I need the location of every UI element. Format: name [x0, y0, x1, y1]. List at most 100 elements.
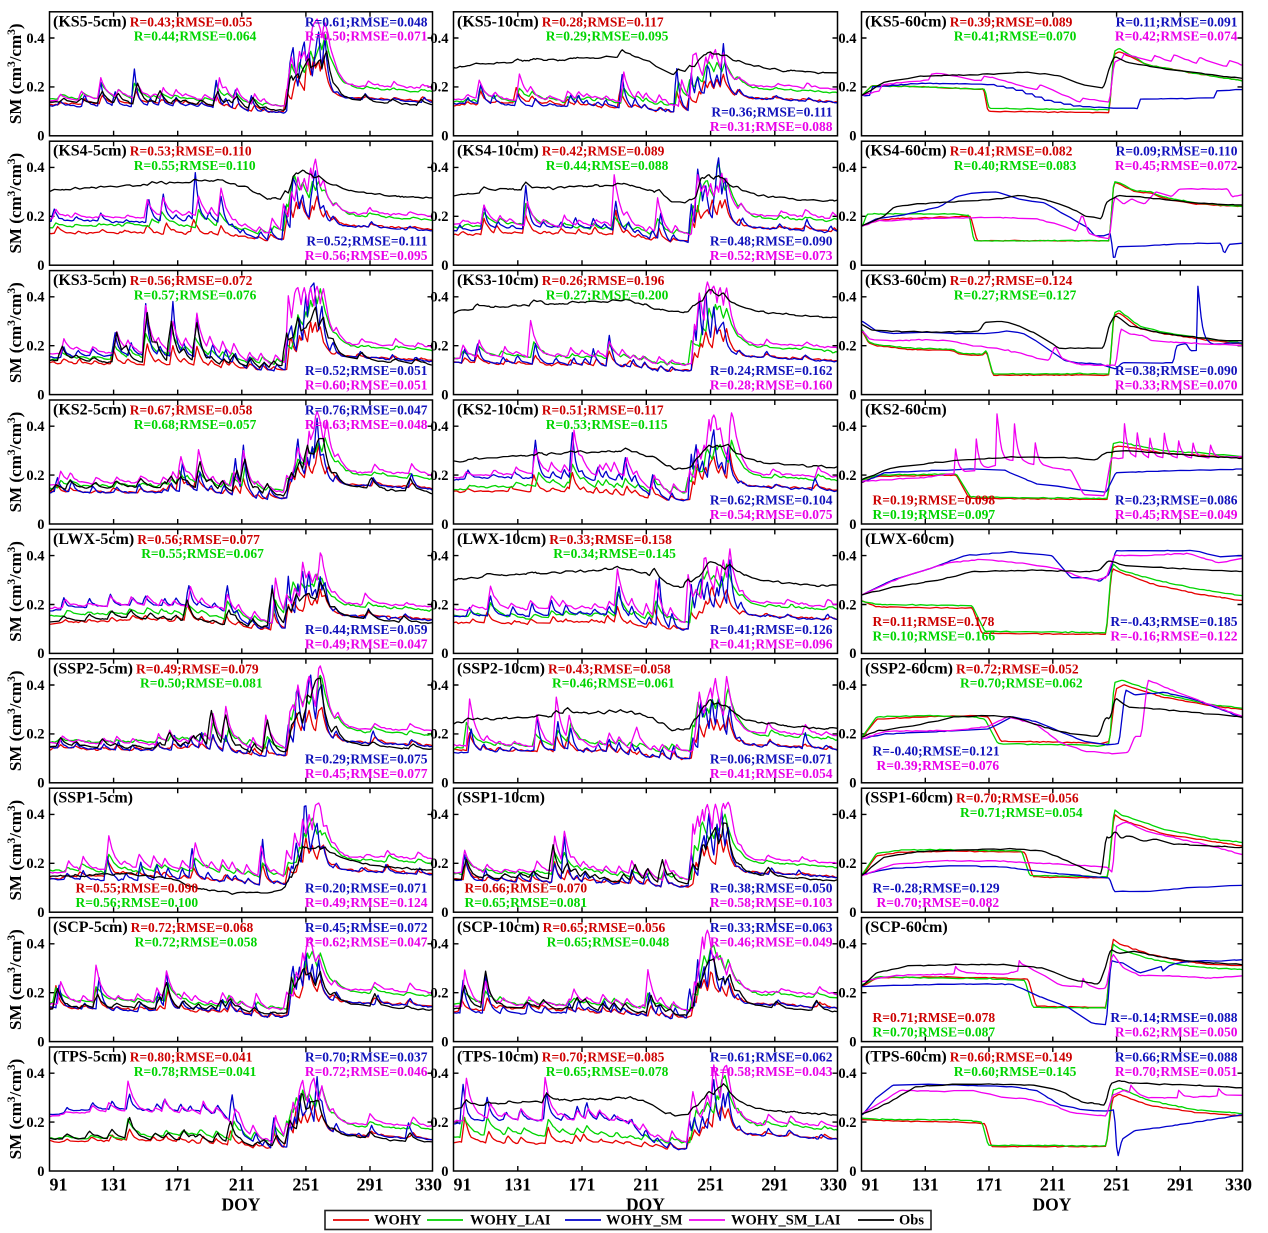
- svg-text:R=0.36;RMSE=0.111: R=0.36;RMSE=0.111: [711, 104, 832, 119]
- svg-text:0.4: 0.4: [838, 1066, 856, 1082]
- svg-text:(KS2-60cm): (KS2-60cm): [865, 402, 947, 419]
- svg-text:R=0.66;RMSE=0.070: R=0.66;RMSE=0.070: [465, 881, 588, 896]
- svg-text:(KS3-5cm): (KS3-5cm): [53, 272, 127, 289]
- svg-text:SM (cm3/cm3): SM (cm3/cm3): [6, 23, 25, 124]
- svg-text:R=0.57;RMSE=0.076: R=0.57;RMSE=0.076: [134, 287, 257, 302]
- svg-text:0: 0: [849, 258, 856, 274]
- svg-text:R=0.49;RMSE=0.079: R=0.49;RMSE=0.079: [136, 661, 259, 676]
- svg-text:0.2: 0.2: [26, 468, 44, 484]
- svg-text:(TPS-60cm): (TPS-60cm): [865, 1049, 947, 1066]
- svg-text:91: 91: [454, 1175, 472, 1195]
- svg-text:0.2: 0.2: [838, 986, 856, 1002]
- svg-text:SM (cm3/cm3): SM (cm3/cm3): [6, 153, 25, 254]
- svg-text:171: 171: [976, 1175, 1003, 1195]
- svg-text:91: 91: [862, 1175, 880, 1195]
- svg-text:R=0.66;RMSE=0.088: R=0.66;RMSE=0.088: [1115, 1050, 1238, 1065]
- svg-text:R=0.56;RMSE=0.072: R=0.56;RMSE=0.072: [130, 273, 253, 288]
- svg-text:R=0.09;RMSE=0.110: R=0.09;RMSE=0.110: [1116, 144, 1238, 159]
- svg-text:R=0.68;RMSE=0.057: R=0.68;RMSE=0.057: [134, 417, 257, 432]
- svg-text:0: 0: [441, 905, 448, 921]
- svg-text:0.4: 0.4: [838, 937, 856, 953]
- svg-text:0.4: 0.4: [430, 548, 448, 564]
- svg-text:R=0.48;RMSE=0.090: R=0.48;RMSE=0.090: [710, 234, 833, 249]
- svg-text:0: 0: [37, 517, 44, 533]
- svg-text:R=0.70;RMSE=0.037: R=0.70;RMSE=0.037: [305, 1050, 428, 1065]
- svg-text:R=0.60;RMSE=0.149: R=0.60;RMSE=0.149: [950, 1050, 1073, 1065]
- svg-text:R=0.11;RMSE=0.091: R=0.11;RMSE=0.091: [1116, 14, 1238, 29]
- svg-text:R=0.61;RMSE=0.048: R=0.61;RMSE=0.048: [305, 14, 428, 29]
- svg-text:R=0.56;RMSE=0.077: R=0.56;RMSE=0.077: [137, 532, 260, 547]
- svg-text:0.2: 0.2: [26, 856, 44, 872]
- svg-text:0: 0: [441, 646, 448, 662]
- svg-text:0.4: 0.4: [838, 807, 856, 823]
- svg-text:DOY: DOY: [1033, 1195, 1072, 1215]
- svg-text:0: 0: [441, 129, 448, 145]
- svg-text:0.4: 0.4: [430, 678, 448, 694]
- svg-text:0: 0: [849, 517, 856, 533]
- svg-text:0: 0: [37, 258, 44, 274]
- svg-text:SM (cm3/cm3): SM (cm3/cm3): [6, 282, 25, 383]
- svg-text:(KS5-60cm): (KS5-60cm): [865, 13, 947, 30]
- svg-text:R=0.39;RMSE=0.089: R=0.39;RMSE=0.089: [950, 14, 1073, 29]
- svg-text:R=0.33;RMSE=0.063: R=0.33;RMSE=0.063: [710, 920, 833, 935]
- svg-text:(LWX-60cm): (LWX-60cm): [865, 531, 954, 548]
- svg-text:91: 91: [50, 1175, 68, 1195]
- svg-text:0.2: 0.2: [26, 597, 44, 613]
- svg-text:0: 0: [37, 646, 44, 662]
- svg-text:WOHY_SM_LAI: WOHY_SM_LAI: [731, 1213, 841, 1229]
- svg-text:R=0.56;RMSE=0.100: R=0.56;RMSE=0.100: [76, 895, 199, 910]
- svg-text:R=0.67;RMSE=0.058: R=0.67;RMSE=0.058: [130, 403, 253, 418]
- svg-text:(TPS-5cm): (TPS-5cm): [53, 1049, 127, 1066]
- svg-text:R=0.65;RMSE=0.078: R=0.65;RMSE=0.078: [546, 1064, 669, 1079]
- svg-text:0.2: 0.2: [26, 727, 44, 743]
- svg-text:0.4: 0.4: [26, 290, 44, 306]
- svg-text:R=0.44;RMSE=0.088: R=0.44;RMSE=0.088: [546, 158, 669, 173]
- svg-text:330: 330: [820, 1175, 847, 1195]
- svg-text:R=0.31;RMSE=0.088: R=0.31;RMSE=0.088: [710, 119, 833, 134]
- svg-text:R=0.72;RMSE=0.068: R=0.72;RMSE=0.068: [131, 920, 254, 935]
- svg-text:0.4: 0.4: [26, 31, 44, 47]
- svg-text:(KS5-5cm): (KS5-5cm): [53, 13, 127, 30]
- svg-text:(KS3-10cm): (KS3-10cm): [457, 272, 539, 289]
- svg-text:(SSP2-5cm): (SSP2-5cm): [53, 660, 133, 677]
- svg-text:Obs: Obs: [899, 1213, 924, 1229]
- svg-text:171: 171: [569, 1175, 596, 1195]
- svg-text:R=0.51;RMSE=0.117: R=0.51;RMSE=0.117: [542, 403, 664, 418]
- svg-text:0: 0: [37, 1034, 44, 1050]
- svg-text:0.4: 0.4: [430, 1066, 448, 1082]
- svg-text:0.2: 0.2: [838, 856, 856, 872]
- svg-text:R=0.44;RMSE=0.064: R=0.44;RMSE=0.064: [134, 29, 257, 44]
- svg-text:R=0.72;RMSE=0.046: R=0.72;RMSE=0.046: [305, 1064, 428, 1079]
- svg-text:0.2: 0.2: [430, 597, 448, 613]
- svg-text:0.2: 0.2: [838, 597, 856, 613]
- svg-text:0.2: 0.2: [26, 209, 44, 225]
- svg-text:(SCP-5cm): (SCP-5cm): [53, 919, 128, 936]
- svg-text:(KS2-5cm): (KS2-5cm): [53, 402, 127, 419]
- svg-text:R=0.46;RMSE=0.049: R=0.46;RMSE=0.049: [710, 934, 833, 949]
- svg-text:R=0.41;RMSE=0.096: R=0.41;RMSE=0.096: [710, 636, 833, 651]
- svg-text:R=0.53;RMSE=0.115: R=0.53;RMSE=0.115: [546, 417, 668, 432]
- svg-text:330: 330: [415, 1175, 442, 1195]
- svg-text:R=0.19;RMSE=0.097: R=0.19;RMSE=0.097: [873, 507, 996, 522]
- svg-text:R=0.23;RMSE=0.086: R=0.23;RMSE=0.086: [1115, 493, 1238, 508]
- svg-text:R=0.44;RMSE=0.059: R=0.44;RMSE=0.059: [305, 622, 428, 637]
- svg-text:R=-0.28;RMSE=0.129: R=-0.28;RMSE=0.129: [873, 881, 1000, 896]
- svg-text:R=0.60;RMSE=0.145: R=0.60;RMSE=0.145: [954, 1064, 1077, 1079]
- svg-text:0.4: 0.4: [838, 290, 856, 306]
- svg-text:(LWX-10cm): (LWX-10cm): [457, 531, 546, 548]
- svg-text:R=-0.16;RMSE=0.122: R=-0.16;RMSE=0.122: [1110, 628, 1237, 643]
- svg-text:R=0.80;RMSE=0.041: R=0.80;RMSE=0.041: [130, 1050, 253, 1065]
- svg-text:(TPS-10cm): (TPS-10cm): [457, 1049, 539, 1066]
- svg-text:0.4: 0.4: [430, 290, 448, 306]
- svg-text:R=0.70;RMSE=0.085: R=0.70;RMSE=0.085: [542, 1050, 665, 1065]
- svg-text:R=0.24;RMSE=0.162: R=0.24;RMSE=0.162: [710, 363, 833, 378]
- svg-text:R=0.27;RMSE=0.127: R=0.27;RMSE=0.127: [954, 287, 1077, 302]
- svg-text:0.2: 0.2: [838, 339, 856, 355]
- svg-text:0.4: 0.4: [838, 160, 856, 176]
- svg-text:0.4: 0.4: [430, 807, 448, 823]
- svg-text:0.2: 0.2: [838, 468, 856, 484]
- svg-text:0.4: 0.4: [26, 937, 44, 953]
- svg-text:R=0.43;RMSE=0.055: R=0.43;RMSE=0.055: [130, 14, 253, 29]
- svg-text:R=0.78;RMSE=0.041: R=0.78;RMSE=0.041: [134, 1064, 257, 1079]
- svg-text:SM (cm3/cm3): SM (cm3/cm3): [6, 541, 25, 642]
